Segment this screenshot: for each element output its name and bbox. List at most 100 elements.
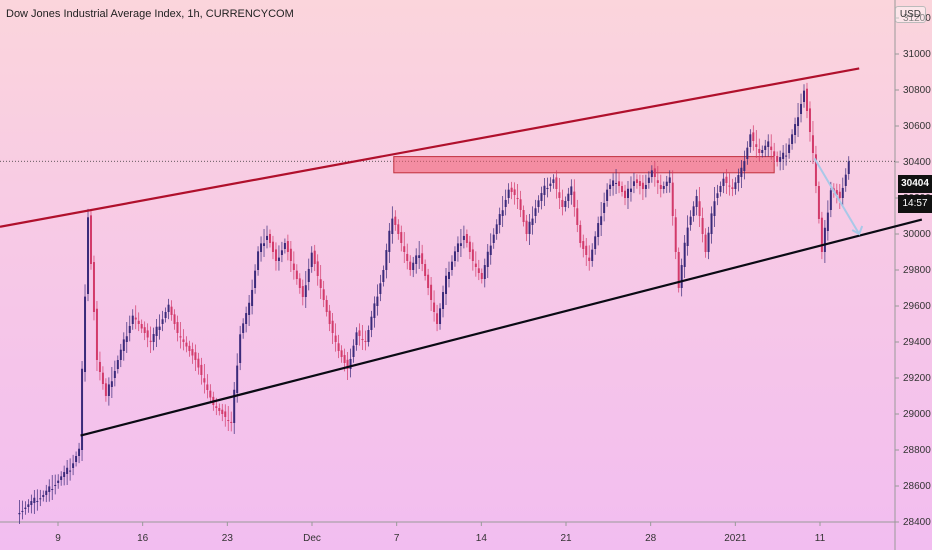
candle-body: [394, 216, 397, 225]
candle-body: [24, 507, 27, 509]
candle-body: [609, 184, 612, 189]
candle-body: [182, 339, 185, 342]
candle-body: [340, 350, 343, 357]
candle-body: [474, 263, 477, 267]
candle-body: [436, 313, 439, 324]
candle-body: [30, 501, 33, 505]
candle-body: [170, 306, 173, 315]
candle-body: [686, 227, 689, 246]
candle-body: [534, 208, 537, 216]
candle-body: [758, 148, 761, 153]
candle-body: [615, 183, 618, 184]
candle-body: [519, 199, 522, 210]
candle-body: [844, 174, 847, 186]
candle-body: [137, 320, 140, 324]
candle-body: [564, 201, 567, 207]
candle-body: [248, 302, 251, 315]
candle-body: [653, 168, 656, 177]
candle-body: [576, 208, 579, 225]
candle-body: [337, 343, 340, 351]
candle-body: [573, 191, 576, 207]
candle-body: [847, 161, 850, 174]
candle-body: [647, 177, 650, 183]
candle-body: [409, 261, 412, 270]
candle-body: [107, 384, 110, 396]
candle-body: [361, 339, 364, 340]
x-tick-label: 21: [560, 533, 572, 544]
candle-body: [89, 215, 92, 264]
x-tick-label: 14: [476, 533, 488, 544]
projection-arrowhead: [851, 225, 864, 236]
candle-body: [146, 330, 149, 338]
candle-body: [125, 336, 128, 342]
candle-body: [689, 216, 692, 225]
candle-body: [731, 187, 734, 189]
candle-body: [433, 302, 436, 312]
candle-body: [224, 411, 227, 417]
candle-body: [722, 178, 725, 186]
candle-body: [92, 262, 95, 312]
candle-body: [629, 188, 632, 192]
candle-body: [197, 358, 200, 368]
candle-body: [164, 312, 167, 318]
candle-body: [710, 213, 713, 234]
candle-body: [134, 317, 137, 320]
candle-body: [716, 193, 719, 198]
candle-body: [427, 274, 430, 288]
candle-body: [39, 498, 42, 500]
candle-body: [746, 147, 749, 159]
candle-body: [33, 497, 36, 503]
candle-body: [442, 292, 445, 309]
candle-body: [45, 490, 48, 495]
candle-body: [489, 245, 492, 255]
candle-body: [400, 232, 403, 243]
candle-body: [173, 314, 176, 324]
candle-body: [606, 189, 609, 201]
candle-body: [752, 132, 755, 141]
x-tick-label: 7: [394, 533, 400, 544]
candle-body: [603, 202, 606, 213]
candle-body: [81, 368, 84, 450]
candle-body: [495, 224, 498, 234]
candle-body: [376, 296, 379, 306]
candle-body: [277, 257, 280, 261]
candle-body: [555, 177, 558, 189]
candle-body: [355, 332, 358, 345]
candle-body: [618, 181, 621, 186]
candle-body: [644, 184, 647, 189]
countdown-tag: 14:57: [898, 195, 932, 213]
candle-body: [325, 300, 328, 312]
candle-body: [794, 124, 797, 135]
candle-body: [155, 326, 158, 336]
candle-body: [591, 249, 594, 261]
candle-body: [36, 501, 39, 502]
lower-trendline: [80, 218, 923, 437]
candle-body: [662, 186, 665, 189]
candle-body: [122, 339, 125, 351]
candle-body: [695, 196, 698, 207]
candle-body: [283, 243, 286, 249]
candle-body: [87, 217, 90, 294]
currency-badge[interactable]: USD: [894, 6, 926, 23]
candle-body: [128, 325, 131, 333]
candle-body: [612, 180, 615, 186]
y-tick-label: 30400: [903, 157, 931, 168]
candle-body: [349, 358, 352, 369]
candle-body: [808, 108, 811, 132]
candle-body: [167, 304, 170, 312]
candle-body: [274, 249, 277, 261]
candle-body: [215, 406, 218, 408]
candle-body: [370, 316, 373, 330]
candle-body: [504, 199, 507, 207]
candle-body: [194, 352, 197, 360]
candle-body: [803, 90, 806, 102]
y-tick-label: 30000: [903, 229, 931, 240]
candle-body: [820, 217, 823, 252]
candle-body: [319, 279, 322, 288]
y-tick-label: 31200: [903, 13, 931, 24]
candle-body: [561, 199, 564, 207]
candle-body: [829, 190, 832, 210]
candle-body: [782, 152, 785, 159]
candle-body: [280, 250, 283, 255]
